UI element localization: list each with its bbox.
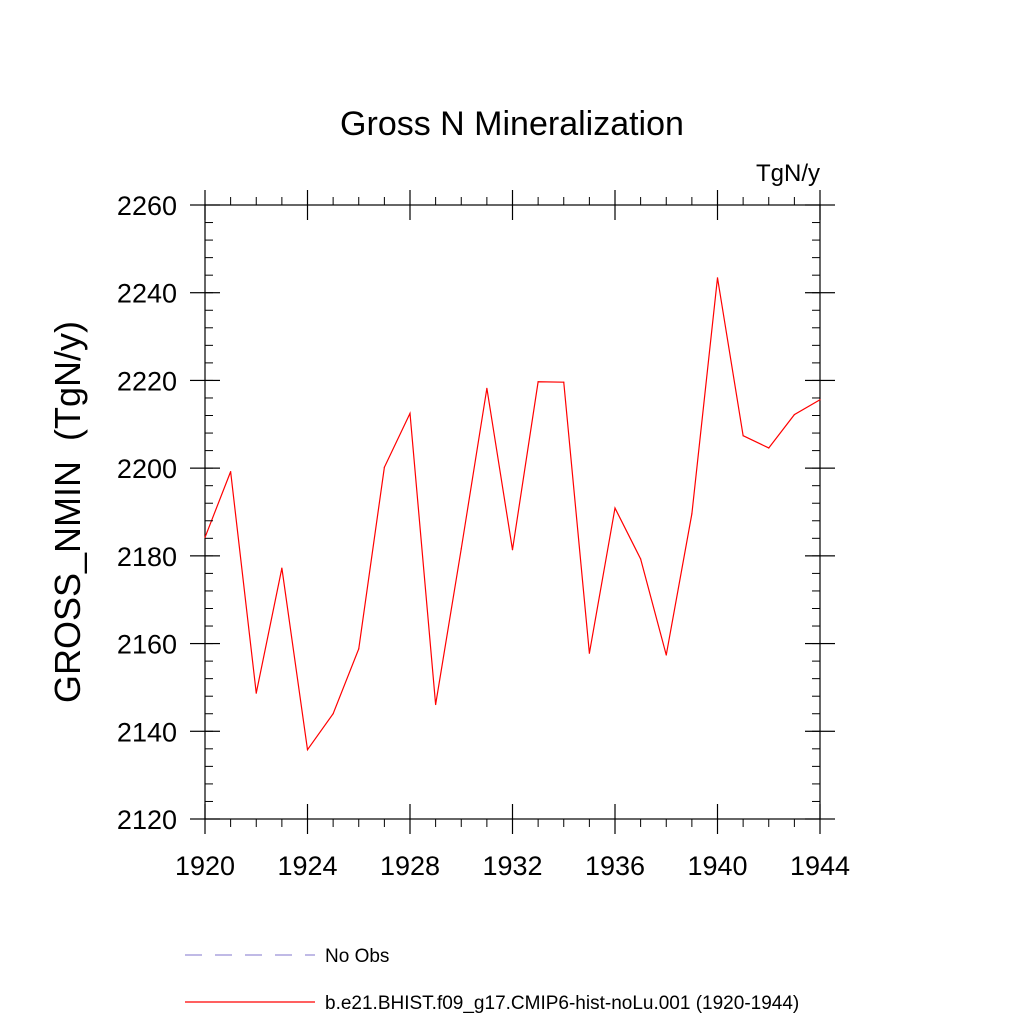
- x-tick-label: 1940: [687, 851, 747, 881]
- data-point: [563, 381, 565, 383]
- data-point: [435, 703, 437, 706]
- x-tick-label: 1920: [175, 851, 235, 881]
- y-tick-label: 2160: [117, 630, 177, 660]
- data-point: [281, 567, 283, 569]
- data-point: [204, 536, 206, 539]
- chart-title: Gross N Mineralization: [340, 105, 684, 143]
- data-point: [486, 387, 488, 389]
- data-point: [588, 652, 590, 654]
- legend: No Obs b.e21.BHIST.f09_g17.CMIP6-hist-noL…: [185, 946, 799, 1014]
- x-tick-label: 1936: [585, 851, 645, 881]
- plot-area: [204, 204, 821, 820]
- y-axis: 2120 2140 2160 2180 2200 2220 2240 2260: [117, 191, 835, 835]
- data-point: [537, 381, 539, 383]
- x-axis: 1920 1924 1928 1932 1936 1940 1944: [175, 190, 850, 881]
- y-tick-label: 2240: [117, 279, 177, 309]
- data-point: [332, 713, 334, 715]
- legend-label: No Obs: [325, 946, 389, 967]
- data-point: [640, 558, 642, 560]
- data-point: [793, 414, 795, 416]
- plot-frame: [204, 204, 821, 820]
- data-point: [409, 412, 411, 414]
- data-point: [358, 648, 360, 650]
- y-tick-label: 2120: [117, 805, 177, 835]
- data-point: [665, 654, 667, 656]
- data-point: [768, 447, 770, 449]
- data-point: [742, 435, 744, 437]
- series-line: [204, 277, 821, 752]
- data-point: [614, 507, 616, 509]
- legend-label: b.e21.BHIST.f09_g17.CMIP6-hist-noLu.001 …: [325, 993, 799, 1014]
- x-tick-label: 1932: [482, 851, 542, 881]
- data-point: [255, 692, 257, 694]
- y-tick-label: 2260: [117, 191, 177, 221]
- x-tick-label: 1928: [380, 851, 440, 881]
- data-point: [511, 549, 514, 551]
- data-point: [691, 513, 693, 515]
- data-point: [306, 749, 309, 751]
- data-point: [819, 399, 821, 401]
- x-tick-label: 1944: [790, 851, 850, 881]
- y-tick-label: 2200: [117, 454, 177, 484]
- y-tick-label: 2140: [117, 717, 177, 747]
- y-tick-label: 2220: [117, 366, 177, 396]
- data-point: [230, 471, 232, 473]
- data-point: [716, 277, 719, 279]
- x-tick-label: 1924: [277, 851, 337, 881]
- data-point: [383, 466, 385, 468]
- y-tick-label: 2180: [117, 542, 177, 572]
- data-point: [460, 548, 462, 550]
- y-axis-label: GROSS_NMIN (TgN/y): [47, 321, 88, 703]
- units-label: TgN/y: [756, 160, 820, 187]
